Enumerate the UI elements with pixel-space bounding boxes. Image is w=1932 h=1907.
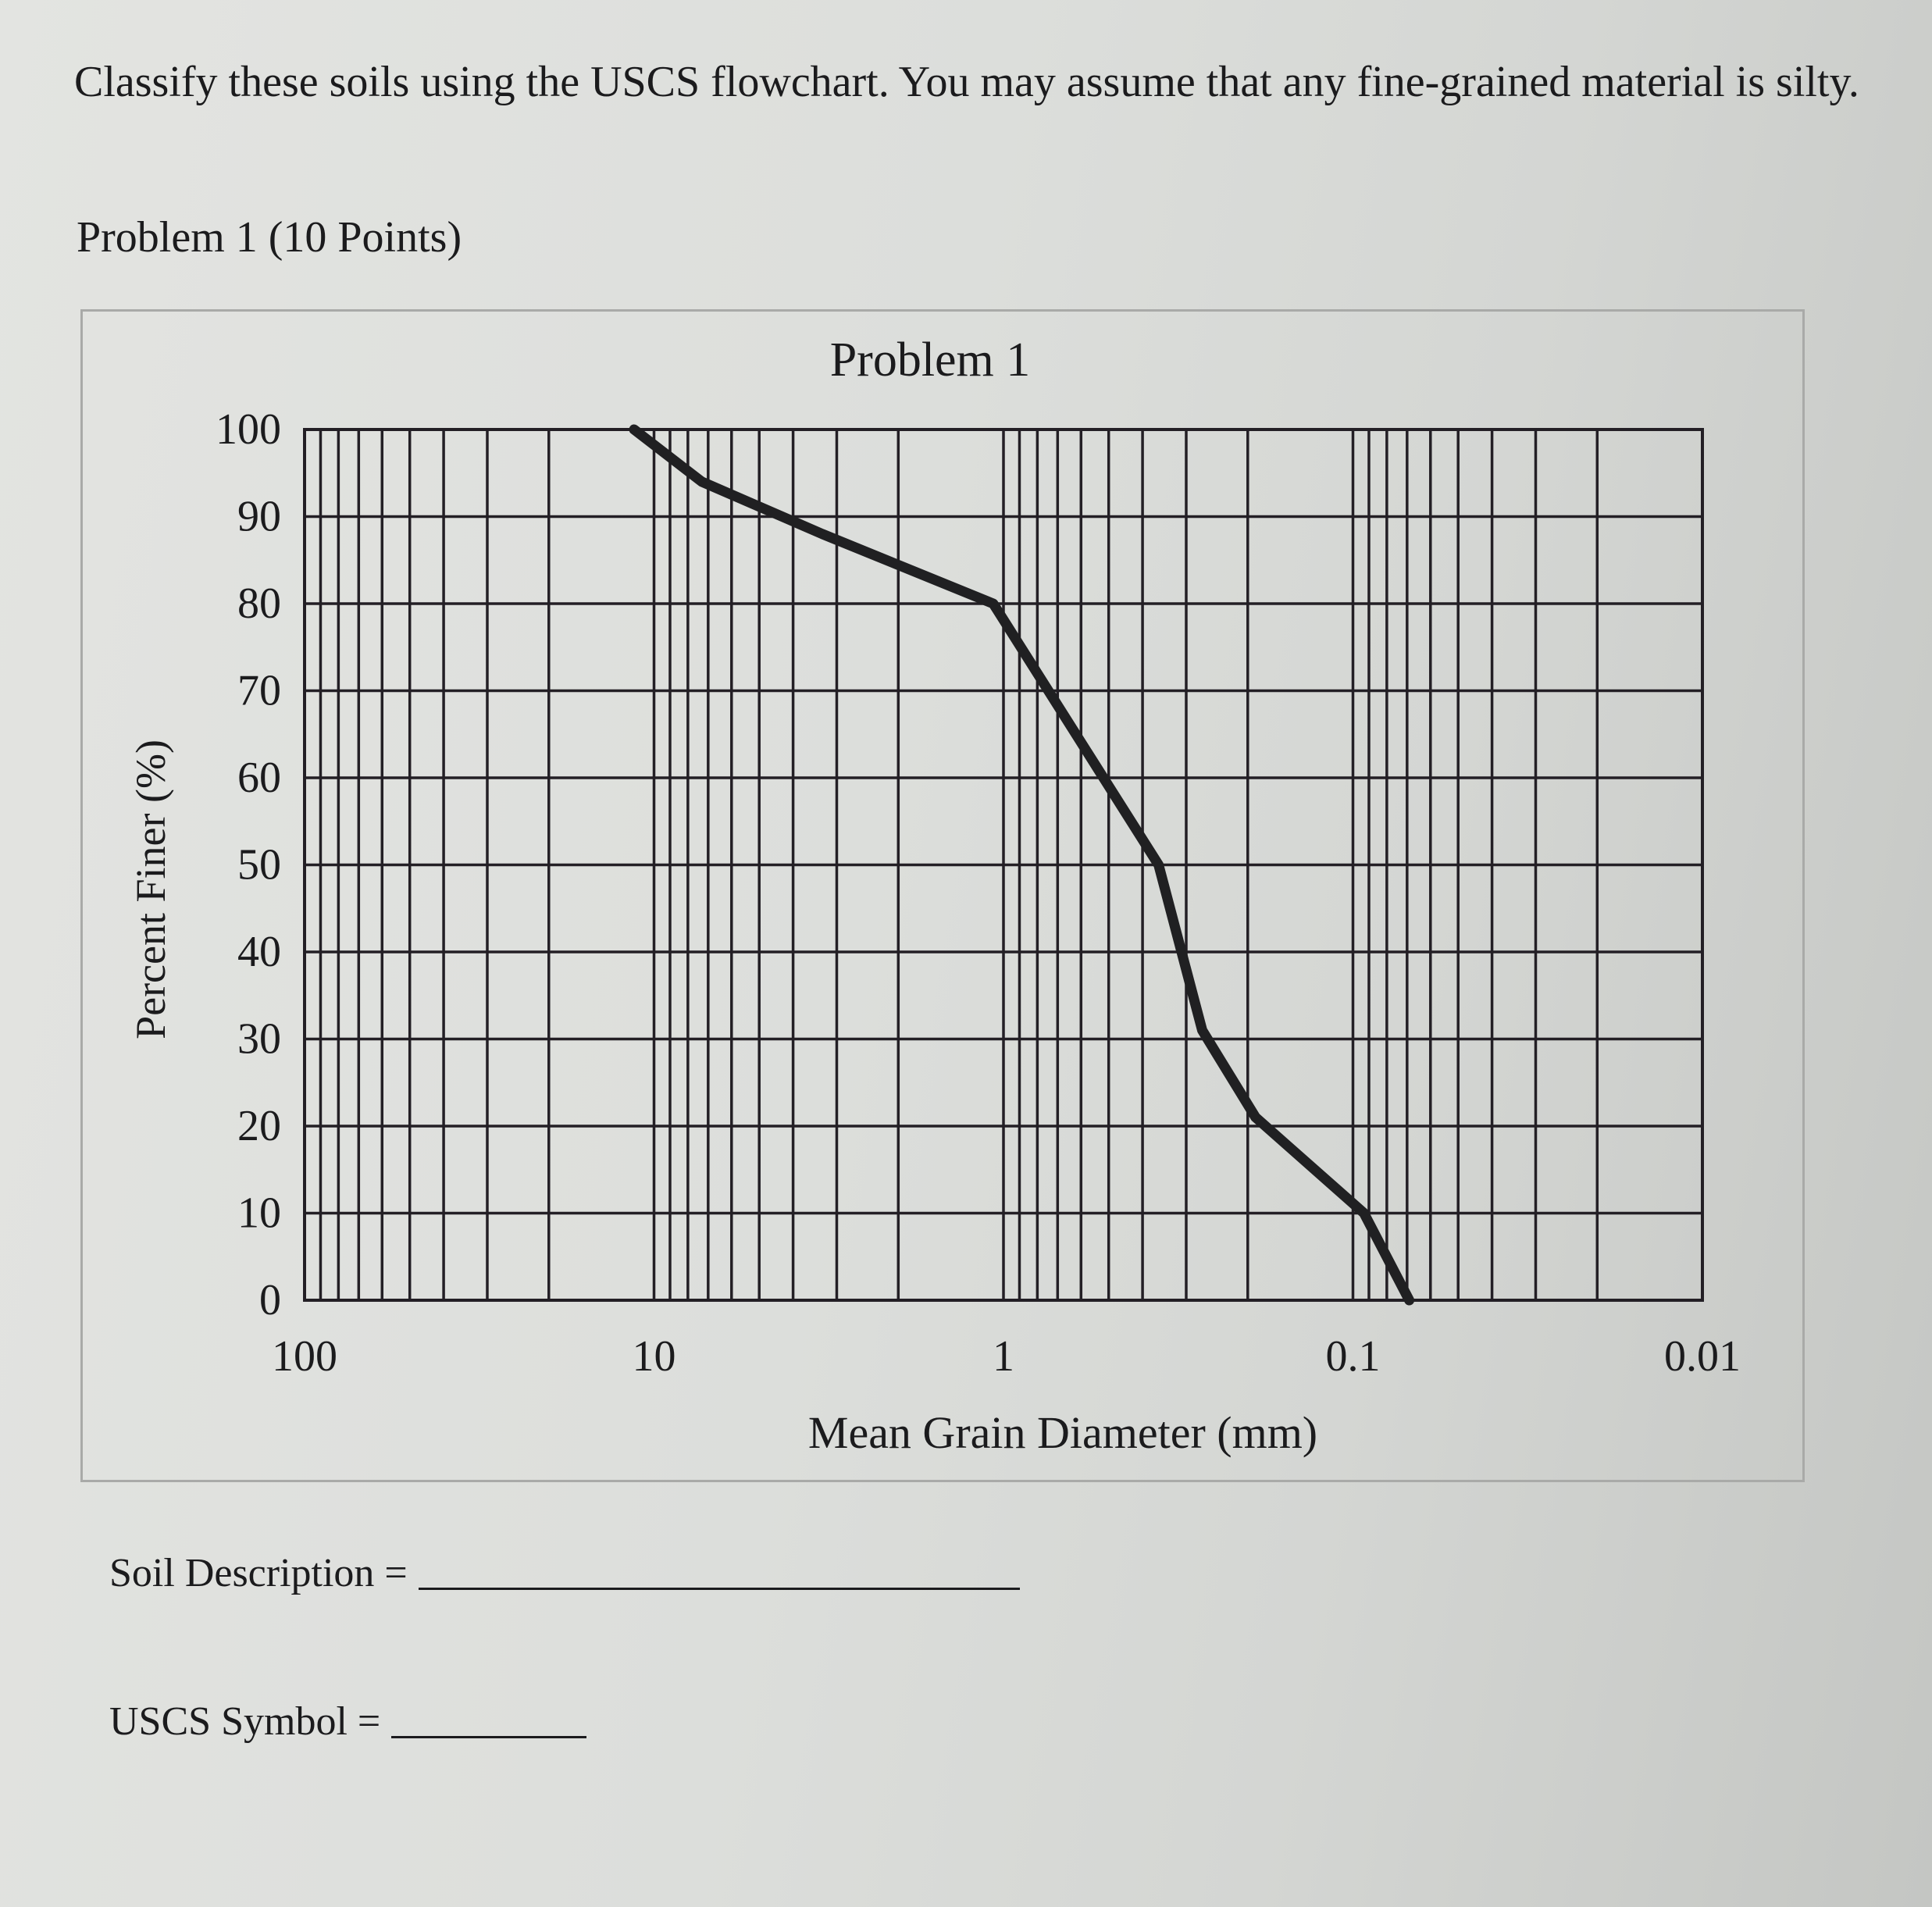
x-axis-ticks: 100 10 1 0.1 0.01 [272,1332,1741,1381]
chart-frame: Problem 1 100 90 80 70 60 50 40 30 20 10 0 100 10 1 0… [80,309,1805,1482]
chart-grid [303,428,1704,1302]
problem-heading: Problem 1 (10 Points) [77,213,462,262]
svg-text:0.01: 0.01 [1664,1332,1741,1381]
instructions-text: Classify these soils using the USCS flow… [74,58,1859,106]
svg-text:60: 60 [237,754,281,802]
svg-text:100: 100 [216,405,281,454]
svg-text:0: 0 [259,1276,281,1324]
uscs-symbol-row: USCS Symbol = [109,1698,587,1745]
svg-text:30: 30 [237,1015,281,1064]
svg-text:90: 90 [237,493,281,541]
svg-text:80: 80 [237,579,281,628]
svg-text:50: 50 [237,841,281,889]
svg-text:20: 20 [237,1102,281,1150]
soil-description-field[interactable] [418,1586,1020,1590]
y-axis-label: Percent Finer (%) [127,740,174,1039]
svg-text:40: 40 [237,928,281,976]
svg-text:10: 10 [633,1332,676,1381]
svg-text:0.1: 0.1 [1326,1332,1381,1381]
gradation-curve [629,424,1415,1306]
uscs-symbol-label: USCS Symbol = [109,1699,381,1744]
svg-text:10: 10 [237,1189,281,1238]
svg-text:1: 1 [993,1332,1014,1381]
chart-title: Problem 1 [830,333,1031,387]
svg-text:100: 100 [272,1332,337,1381]
soil-description-row: Soil Description = [109,1550,1020,1596]
x-axis-label: Mean Grain Diameter (mm) [808,1407,1317,1458]
uscs-symbol-field[interactable] [391,1734,587,1738]
svg-text:70: 70 [237,667,281,715]
soil-description-label: Soil Description = [109,1551,408,1595]
